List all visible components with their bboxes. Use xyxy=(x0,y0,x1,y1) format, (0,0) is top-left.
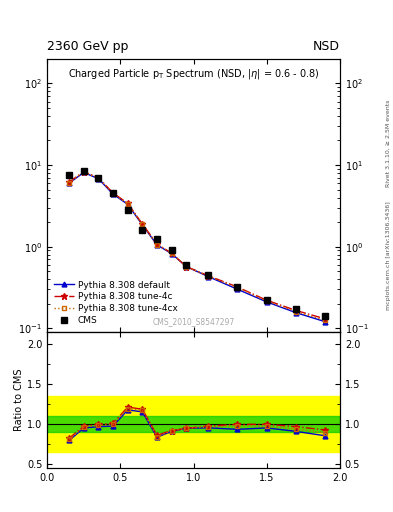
CMS xyxy=(67,172,72,178)
Pythia 8.308 tune-4cx xyxy=(81,169,86,175)
Text: mcplots.cern.ch [arXiv:1306.3436]: mcplots.cern.ch [arXiv:1306.3436] xyxy=(386,202,391,310)
CMS xyxy=(81,168,86,174)
Pythia 8.308 tune-4c xyxy=(294,307,298,313)
Pythia 8.308 default xyxy=(294,310,298,316)
Pythia 8.308 default xyxy=(235,286,240,292)
Pythia 8.308 tune-4cx xyxy=(264,298,269,304)
Pythia 8.308 tune-4c xyxy=(67,179,72,185)
Pythia 8.308 default xyxy=(81,169,86,176)
CMS xyxy=(125,207,130,213)
Pythia 8.308 tune-4c xyxy=(154,241,159,247)
CMS xyxy=(323,313,328,319)
Pythia 8.308 default xyxy=(125,201,130,207)
Pythia 8.308 tune-4cx xyxy=(184,264,189,270)
Pythia 8.308 tune-4c xyxy=(206,273,211,279)
Pythia 8.308 default xyxy=(323,318,328,325)
Pythia 8.308 tune-4c xyxy=(169,250,174,257)
Pythia 8.308 tune-4cx xyxy=(125,201,130,207)
CMS xyxy=(184,262,189,268)
Pythia 8.308 tune-4cx xyxy=(140,221,145,227)
Text: CMS_2010_S8547297: CMS_2010_S8547297 xyxy=(152,317,235,327)
Pythia 8.308 tune-4c xyxy=(111,190,116,196)
Pythia 8.308 default xyxy=(184,264,189,270)
Pythia 8.308 tune-4c xyxy=(235,284,240,290)
CMS xyxy=(264,297,269,303)
Line: Pythia 8.308 tune-4c: Pythia 8.308 tune-4c xyxy=(66,168,329,323)
Line: CMS: CMS xyxy=(66,167,329,319)
Pythia 8.308 tune-4cx xyxy=(67,180,72,186)
CMS xyxy=(294,306,298,312)
Pythia 8.308 tune-4cx xyxy=(111,190,116,197)
CMS xyxy=(206,272,211,278)
Pythia 8.308 tune-4cx xyxy=(154,242,159,248)
Y-axis label: Ratio to CMS: Ratio to CMS xyxy=(14,369,24,432)
Pythia 8.308 tune-4c xyxy=(140,221,145,227)
Pythia 8.308 default xyxy=(264,299,269,305)
Line: Pythia 8.308 tune-4cx: Pythia 8.308 tune-4cx xyxy=(67,169,328,323)
CMS xyxy=(235,284,240,290)
CMS xyxy=(96,175,101,181)
CMS xyxy=(140,227,145,233)
Pythia 8.308 tune-4cx xyxy=(235,285,240,291)
CMS xyxy=(154,236,159,242)
Pythia 8.308 tune-4cx xyxy=(323,317,328,324)
Pythia 8.308 tune-4c xyxy=(184,264,189,270)
Pythia 8.308 tune-4cx xyxy=(96,175,101,181)
Pythia 8.308 default xyxy=(169,250,174,257)
Pythia 8.308 tune-4cx xyxy=(206,273,211,279)
Pythia 8.308 tune-4cx xyxy=(294,309,298,315)
Text: NSD: NSD xyxy=(313,40,340,53)
Text: Rivet 3.1.10, ≥ 2.5M events: Rivet 3.1.10, ≥ 2.5M events xyxy=(386,100,391,187)
Text: Charged Particle $\mathregular{p_T}$ Spectrum (NSD, $|\eta|$ = 0.6 - 0.8): Charged Particle $\mathregular{p_T}$ Spe… xyxy=(68,67,320,81)
Pythia 8.308 default xyxy=(154,242,159,248)
CMS xyxy=(111,190,116,197)
Line: Pythia 8.308 default: Pythia 8.308 default xyxy=(67,170,328,324)
CMS xyxy=(169,247,174,253)
Pythia 8.308 tune-4c xyxy=(96,175,101,181)
Pythia 8.308 default xyxy=(67,180,72,186)
Pythia 8.308 tune-4c xyxy=(125,200,130,206)
Pythia 8.308 default xyxy=(140,222,145,228)
Pythia 8.308 tune-4cx xyxy=(169,250,174,257)
Pythia 8.308 tune-4c xyxy=(81,168,86,175)
Pythia 8.308 default xyxy=(111,191,116,197)
Pythia 8.308 tune-4c xyxy=(323,316,328,322)
Pythia 8.308 default xyxy=(206,273,211,280)
Legend: Pythia 8.308 default, Pythia 8.308 tune-4c, Pythia 8.308 tune-4cx, CMS: Pythia 8.308 default, Pythia 8.308 tune-… xyxy=(51,278,180,328)
Text: 2360 GeV pp: 2360 GeV pp xyxy=(47,40,129,53)
Pythia 8.308 default xyxy=(96,176,101,182)
Pythia 8.308 tune-4c xyxy=(264,297,269,303)
